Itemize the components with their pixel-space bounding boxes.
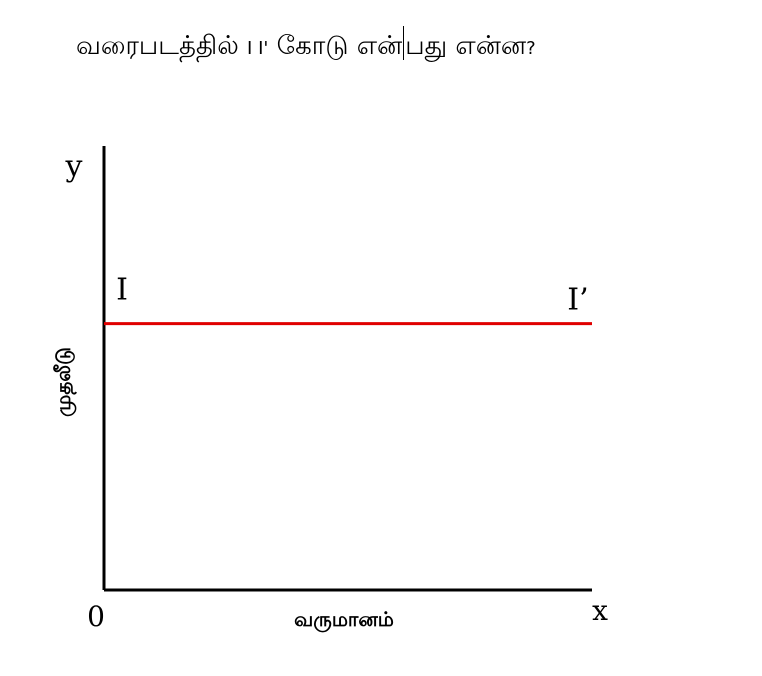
line-start-label: I xyxy=(116,273,128,308)
x-axis-title: வருமானம் xyxy=(294,607,394,633)
y-axis-title: முதலீடு xyxy=(51,347,77,417)
question-mark: ? xyxy=(526,38,536,59)
question-part-after-1: கோடு என் xyxy=(276,31,403,61)
question-part-before: வரைபடத்தில் xyxy=(76,31,239,61)
question-marker: I I' xyxy=(247,38,269,59)
series-layer: I I’ xyxy=(104,273,592,326)
question-text: வரைபடத்தில் I I' கோடு என் பது என்ன? xyxy=(76,26,536,64)
line-end-label: I’ xyxy=(567,283,588,318)
y-axis-letter: y xyxy=(65,149,83,184)
text-cursor xyxy=(403,26,405,60)
x-axis-letter: x xyxy=(592,594,608,627)
origin-label: 0 xyxy=(87,600,105,633)
question-part-after-2: பது என்ன xyxy=(405,31,527,61)
